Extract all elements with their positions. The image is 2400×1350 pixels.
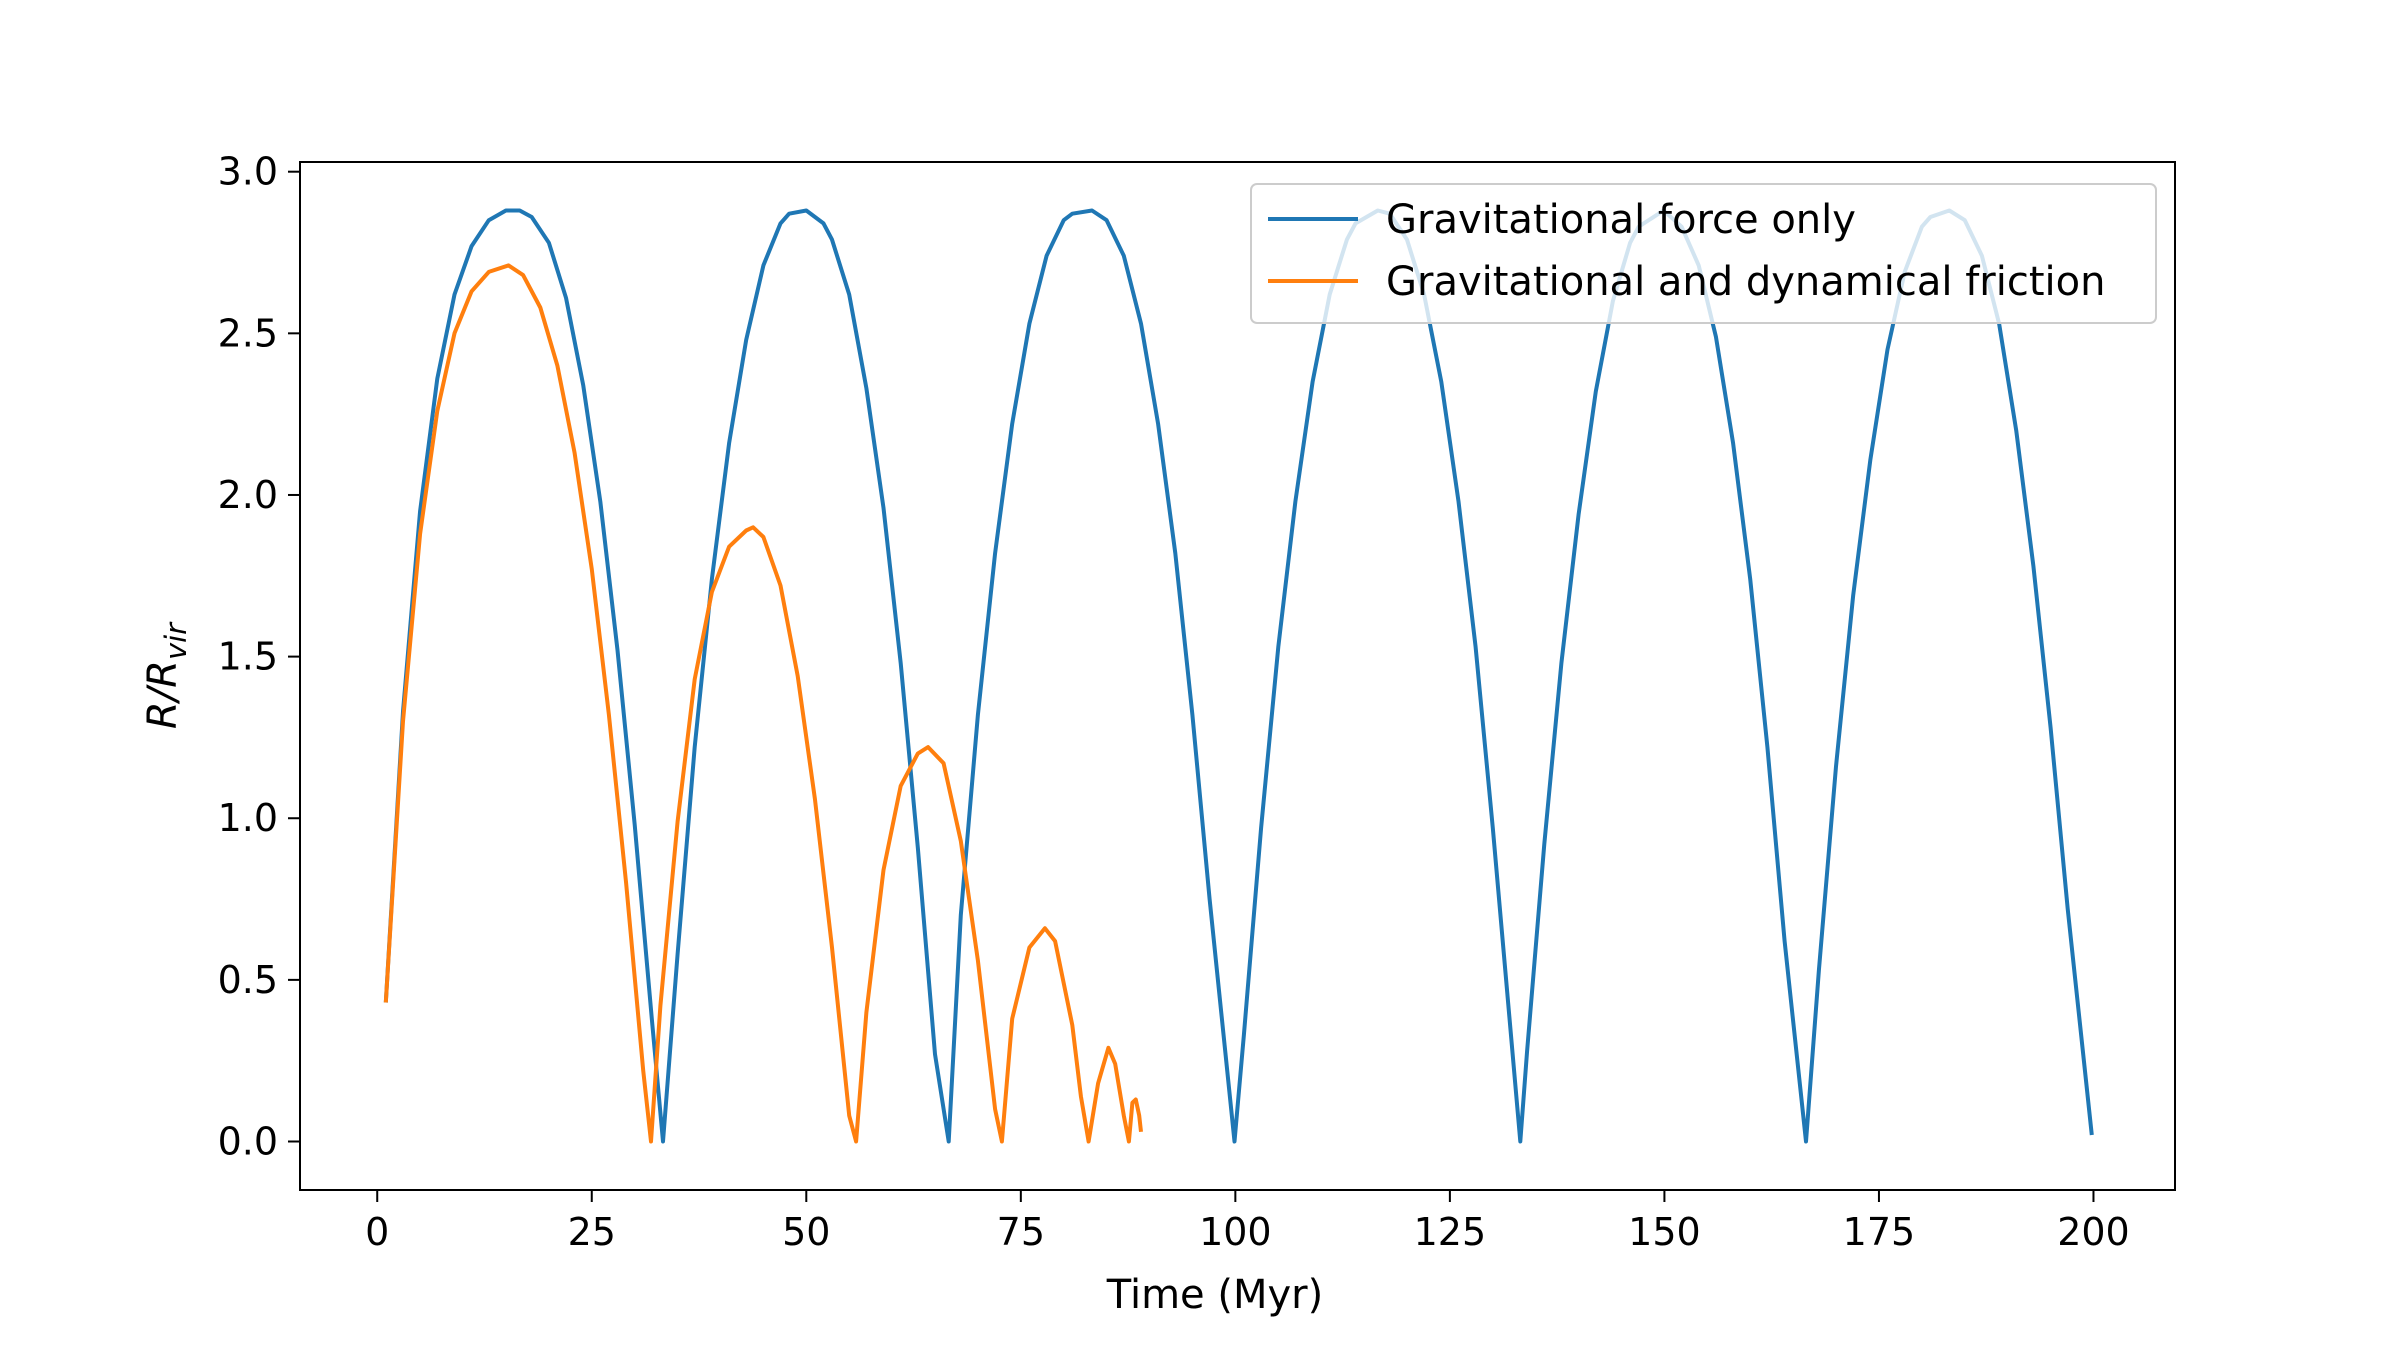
- x-tick-label: 25: [568, 1210, 616, 1254]
- y-tick-label: 3.0: [218, 150, 278, 194]
- x-axis-label: Time (Myr): [1106, 1272, 1323, 1318]
- x-tick-label: 150: [1628, 1210, 1701, 1254]
- legend: Gravitational force only Gravitational a…: [1250, 183, 2157, 324]
- y-tick-label: 1.0: [218, 796, 278, 840]
- y-tick-label: 1.5: [218, 635, 278, 679]
- y-axis: 0.0 0.5 1.0 1.5 2.0 2.5 3.0: [218, 150, 300, 1164]
- legend-label-gravitational-and-dynamical-friction: Gravitational and dynamical friction: [1386, 259, 2105, 305]
- legend-label-gravitational-force-only: Gravitational force only: [1386, 197, 1856, 243]
- x-axis: 0 25 50 75 100 125 150 175 200: [365, 1190, 2130, 1254]
- y-axis-label-subscript: vir: [159, 621, 193, 660]
- x-tick-label: 75: [997, 1210, 1045, 1254]
- x-tick-label: 0: [365, 1210, 389, 1254]
- series-line-gravitational-and-dynamical-friction: [383, 263, 1143, 1144]
- legend-box: [1250, 183, 2157, 324]
- y-axis-label-main: R/R: [140, 660, 186, 729]
- x-tick-label: 200: [2057, 1210, 2130, 1254]
- x-tick-label: 50: [782, 1210, 830, 1254]
- y-tick-label: 0.0: [218, 1120, 278, 1164]
- x-tick-label: 175: [1843, 1210, 1916, 1254]
- y-tick-label: 2.0: [218, 473, 278, 517]
- plot-area-frame: [299, 161, 2176, 1191]
- series-layer: [383, 208, 2094, 1144]
- y-tick-label: 0.5: [218, 958, 278, 1002]
- y-tick-label: 2.5: [218, 311, 278, 355]
- y-axis-label: R/Rvir: [140, 621, 193, 729]
- series-line-gravitational-force-only: [383, 208, 2094, 1144]
- x-tick-label: 125: [1414, 1210, 1487, 1254]
- x-tick-label: 100: [1199, 1210, 1272, 1254]
